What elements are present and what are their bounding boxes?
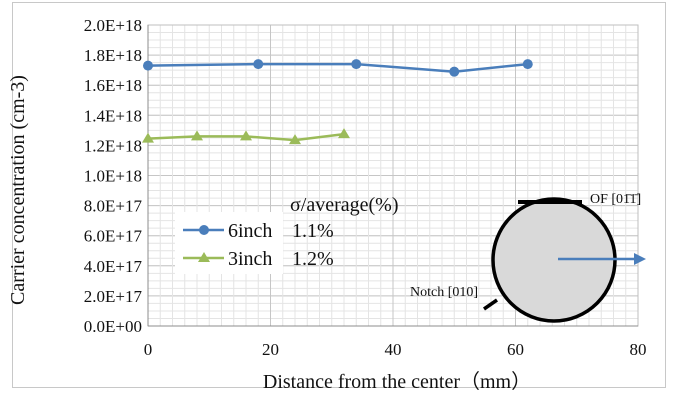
y-tick-label: 2.0E+18	[84, 16, 142, 35]
x-tick-label: 20	[262, 340, 279, 359]
data-point-3inch	[191, 130, 203, 141]
x-tick-label: 80	[630, 340, 647, 359]
y-tick-label: 4.0E+17	[84, 257, 143, 276]
y-tick-label: 2.0E+17	[84, 287, 143, 306]
notch-label: Notch [010]	[410, 285, 478, 300]
notch-mark	[483, 298, 498, 311]
stat-value-6inch: 1.1%	[292, 220, 334, 242]
y-tick-label: 0.0E+00	[84, 317, 142, 336]
x-tick-labels: 0 20 40 60 80	[144, 340, 647, 359]
y-tick-label: 6.0E+17	[84, 227, 143, 246]
of-label: OF [01̄1̄]	[590, 192, 641, 207]
legend-box	[175, 212, 283, 274]
y-tick-label: 1.4E+18	[84, 106, 142, 125]
y-axis-label: Carrier concentration (cm-3)	[7, 75, 29, 305]
data-point-3inch	[338, 128, 350, 139]
y-tick-label: 1.0E+18	[84, 167, 142, 186]
arrow-head-icon	[634, 253, 646, 265]
axes	[147, 24, 639, 327]
legend-marker-6inch	[199, 225, 209, 235]
data-point-6inch	[449, 66, 460, 77]
data-point-6inch	[351, 59, 362, 70]
x-tick-label: 40	[385, 340, 402, 359]
y-tick-label: 1.6E+18	[84, 76, 142, 95]
data-point-3inch	[142, 132, 154, 143]
data-point-6inch	[143, 60, 153, 71]
stats-header: σ/average(%)	[290, 194, 399, 216]
series-layer	[142, 59, 533, 145]
y-tick-labels: 0.0E+00 2.0E+17 4.0E+17 6.0E+17 8.0E+17 1.0E+…	[84, 16, 143, 336]
x-tick-label: 0	[144, 340, 153, 359]
data-point-3inch	[240, 130, 252, 141]
legend: σ/average(%) 6inch 1.1% 3inch 1.2%	[175, 194, 399, 274]
legend-marker-3inch	[198, 252, 210, 262]
y-tick-label: 1.8E+18	[84, 46, 142, 65]
data-point-3inch	[289, 134, 301, 145]
stat-value-3inch: 1.2%	[292, 248, 334, 270]
x-tick-label: 60	[507, 340, 524, 359]
y-tick-label: 1.2E+18	[84, 136, 142, 155]
wafer-illustration: OF [01̄1̄] Notch [010]	[410, 192, 646, 323]
data-point-6inch	[253, 59, 264, 70]
data-point-6inch	[522, 59, 533, 70]
y-tick-label: 8.0E+17	[84, 197, 143, 216]
x-axis-label: Distance from the center（mm）	[263, 370, 531, 393]
legend-label-3inch: 3inch	[228, 248, 272, 270]
legend-label-6inch: 6inch	[228, 220, 272, 242]
